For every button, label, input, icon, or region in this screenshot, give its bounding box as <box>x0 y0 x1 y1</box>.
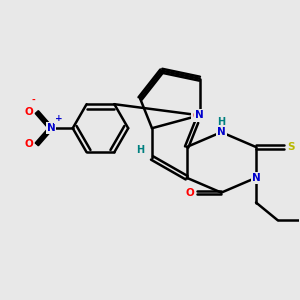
Text: O: O <box>25 107 34 117</box>
Text: +: + <box>55 114 63 123</box>
Text: -: - <box>31 96 35 105</box>
Text: O: O <box>192 111 201 121</box>
Text: N: N <box>46 123 55 133</box>
Text: N: N <box>217 127 226 137</box>
Text: H: H <box>217 117 225 127</box>
Text: O: O <box>25 139 34 149</box>
Text: O: O <box>185 188 194 198</box>
Text: N: N <box>252 173 260 183</box>
Text: H: H <box>136 145 144 155</box>
Text: S: S <box>287 142 294 152</box>
Text: N: N <box>195 110 204 120</box>
